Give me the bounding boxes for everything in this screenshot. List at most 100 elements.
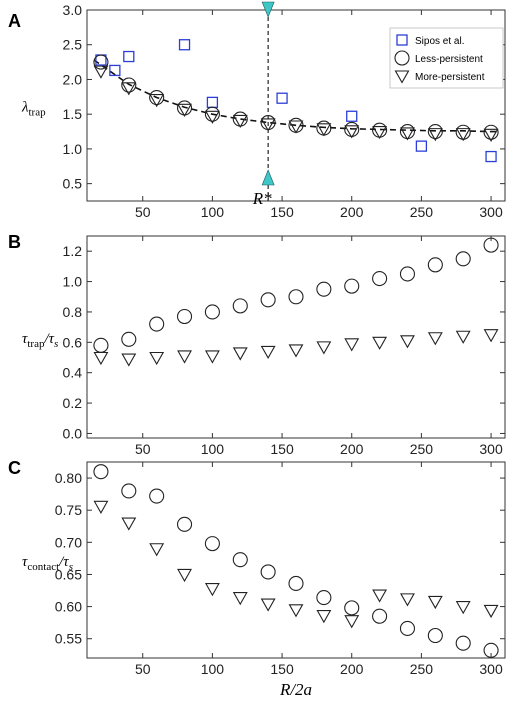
y-tick-label: 0.65 [55, 566, 82, 582]
y-tick-label: 0.5 [63, 176, 83, 192]
plot-frame [86, 461, 506, 659]
legend-label: Less-persistent [415, 54, 483, 65]
y-tick-label: 0.75 [55, 502, 82, 518]
sipos-et-al-point [485, 150, 497, 163]
more-persistent-point [427, 595, 443, 610]
less-persistent-point [204, 106, 220, 122]
more-persistent-point [455, 601, 471, 615]
more-persistent-point [288, 604, 304, 618]
panel-label: B [8, 232, 21, 252]
x-tick-label: 300 [479, 661, 503, 677]
more-persistent-point [344, 125, 360, 139]
x-tick-label: 100 [201, 441, 225, 457]
y-tick-label: 1.0 [63, 141, 83, 157]
less-persistent-point [149, 89, 165, 106]
x-tick-label: 50 [135, 661, 151, 677]
more-persistent-point [483, 128, 499, 142]
x-tick-label: 200 [340, 441, 364, 457]
less-persistent-point [372, 270, 388, 287]
y-tick-label: 0.4 [63, 365, 83, 381]
less-persistent-point [316, 590, 332, 606]
more-persistent-point [372, 125, 388, 140]
x-tick-label: 150 [270, 661, 294, 677]
x-tick-label: 50 [135, 204, 151, 220]
x-tick-label: 250 [410, 661, 434, 677]
y-tick-label: 0.2 [63, 395, 83, 411]
plot-frame [86, 9, 506, 202]
more-persistent-point [483, 604, 499, 619]
less-persistent-point [232, 552, 248, 568]
panel-label: A [8, 11, 21, 31]
y-tick-label: 0.55 [55, 631, 82, 647]
more-persistent-point [260, 118, 276, 132]
y-tick-label: 3.0 [63, 2, 83, 18]
panel-label: C [8, 458, 21, 478]
legend-label: More-persistent [415, 72, 485, 83]
x-tick-label: 100 [201, 661, 225, 677]
r-star-arrow-bottom [261, 169, 275, 186]
less-persistent-point [232, 298, 248, 314]
less-persistent-point [455, 251, 471, 267]
less-persistent-point [372, 608, 388, 624]
x-tick-label: 300 [479, 441, 503, 457]
more-persistent-point [400, 335, 415, 349]
sipos-et-al-point [346, 110, 358, 122]
r-star-arrow-top [261, 1, 275, 18]
more-persistent-point [177, 568, 192, 583]
less-persistent-point [93, 337, 109, 353]
less-persistent-point [427, 123, 443, 140]
y-axis-label: τtrap/τs [22, 331, 58, 350]
y-tick-label: 2.5 [63, 37, 83, 53]
sipos-et-al-point [206, 96, 219, 109]
more-persistent-point [483, 329, 499, 343]
more-persistent-point [93, 500, 109, 514]
more-persistent-point [455, 128, 471, 142]
x-tick-label: 200 [340, 661, 364, 677]
less-persistent-point [483, 237, 499, 253]
less-persistent-point [399, 620, 416, 636]
more-persistent-point [149, 94, 165, 108]
less-persistent-point [483, 124, 499, 140]
x-tick-label: 300 [479, 204, 503, 220]
plot-frame [86, 235, 506, 439]
sipos-et-al-point [109, 64, 121, 77]
less-persistent-point [288, 575, 304, 592]
more-persistent-point [400, 127, 415, 141]
more-persistent-point [121, 353, 137, 367]
y-tick-label: 0.8 [63, 304, 83, 320]
sipos-et-al-point [178, 39, 191, 51]
less-persistent-point [344, 600, 360, 616]
y-tick-label: 0.6 [63, 334, 83, 350]
less-persistent-point [204, 536, 220, 552]
less-persistent-point [204, 304, 220, 320]
more-persistent-point [427, 128, 443, 142]
more-persistent-point [121, 82, 137, 96]
less-persistent-point [176, 516, 193, 532]
panel-c: C 50 100 150 200 250 300 0.55 0.60 0.65 0.70 0.75 0.… [8, 458, 506, 699]
less-persistent-point [121, 483, 137, 499]
more-persistent-point [316, 341, 332, 355]
more-persistent-point [372, 336, 388, 350]
less-persistent-point [344, 278, 360, 294]
sipos-et-al-point [276, 92, 288, 104]
panel-a: A 50 100 150 200 250 300 0.5 1.0 1.5 2.0 2.5 3.0 λtra… [8, 1, 506, 220]
y-tick-label: 2.0 [63, 71, 83, 87]
r-star-label: R* [252, 189, 272, 208]
more-persistent-point [260, 345, 276, 360]
less-persistent-point [399, 266, 416, 282]
less-persistent-point [176, 308, 193, 325]
more-persistent-point [93, 65, 109, 79]
less-persistent-point [149, 488, 165, 504]
more-persistent-point [400, 593, 415, 607]
less-persistent-point [427, 257, 443, 273]
more-persistent-point [232, 592, 248, 606]
more-persistent-point [344, 338, 360, 352]
more-persistent-point [204, 583, 220, 597]
less-persistent-point [483, 642, 499, 658]
less-persistent-point [427, 627, 443, 644]
more-persistent-point [316, 610, 332, 624]
more-persistent-point [149, 543, 165, 557]
y-tick-label: 0.0 [63, 425, 83, 441]
more-persistent-point [344, 615, 360, 629]
